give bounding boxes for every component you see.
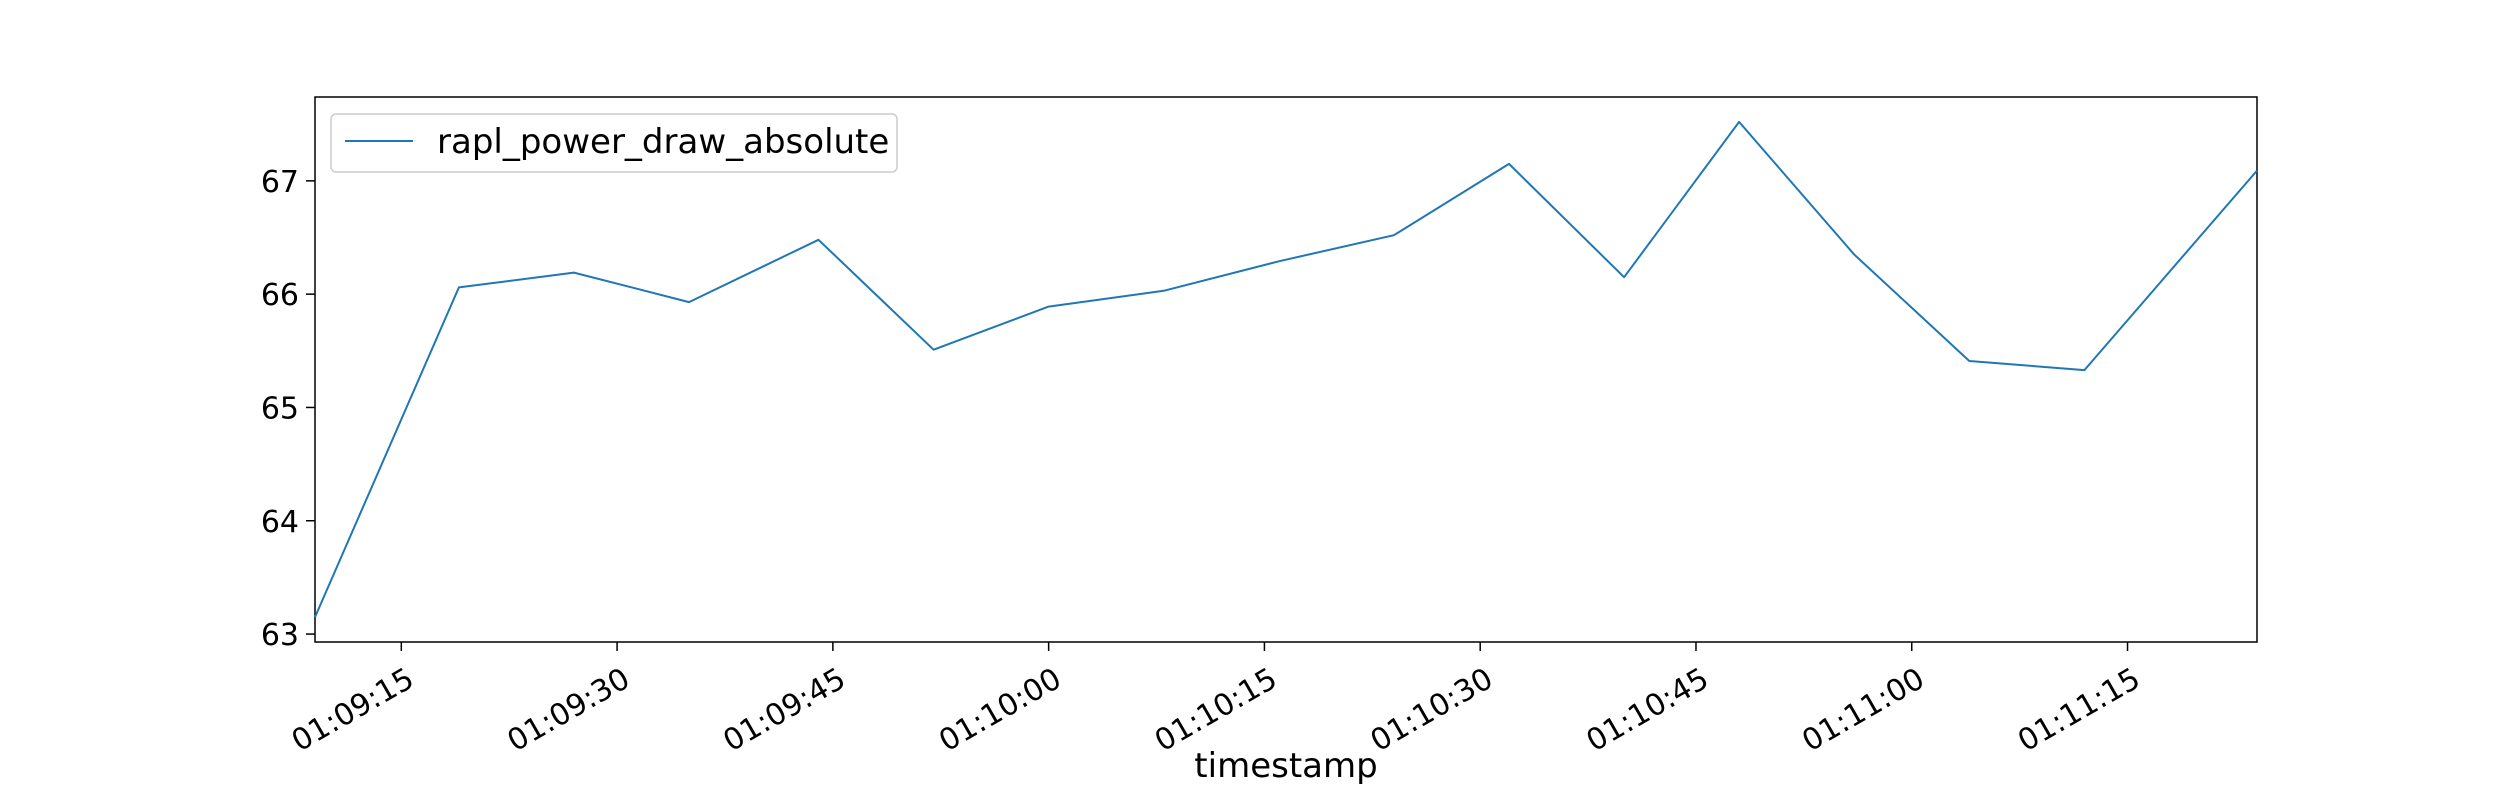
legend: rapl_power_draw_absolute: [330, 113, 898, 173]
x-tick-label: 01:09:30: [502, 661, 636, 759]
y-tick-label: 63: [261, 618, 299, 653]
y-tick-label: 65: [261, 391, 299, 426]
legend-label: rapl_power_draw_absolute: [437, 122, 889, 162]
x-tick-label: 01:10:15: [1149, 661, 1283, 759]
x-tick-label: 01:11:15: [2012, 661, 2146, 759]
x-tick-label: 01:09:15: [286, 661, 420, 759]
x-tick-label: 01:10:45: [1581, 661, 1715, 759]
series-layer: [314, 120, 2258, 618]
series-line-0: [314, 120, 2258, 618]
y-tick-label: 64: [261, 505, 299, 540]
x-tick-label: 01:10:00: [933, 661, 1067, 759]
y-tick-label: 67: [261, 165, 299, 200]
x-tick-label: 01:09:45: [717, 661, 851, 759]
x-axis: 01:09:15 01:09:30 01:09:45 01:10:00 01:10:15…: [286, 642, 2146, 759]
y-axis: 63 64 65 66 67: [261, 165, 315, 653]
x-axis-label: timestamp: [1194, 746, 1377, 786]
y-tick-label: 66: [261, 278, 299, 313]
x-tick-label: 01:11:00: [1796, 661, 1930, 759]
x-tick-label: 01:10:30: [1365, 661, 1499, 759]
legend-box: [330, 113, 898, 173]
plot-area: [314, 96, 2258, 643]
